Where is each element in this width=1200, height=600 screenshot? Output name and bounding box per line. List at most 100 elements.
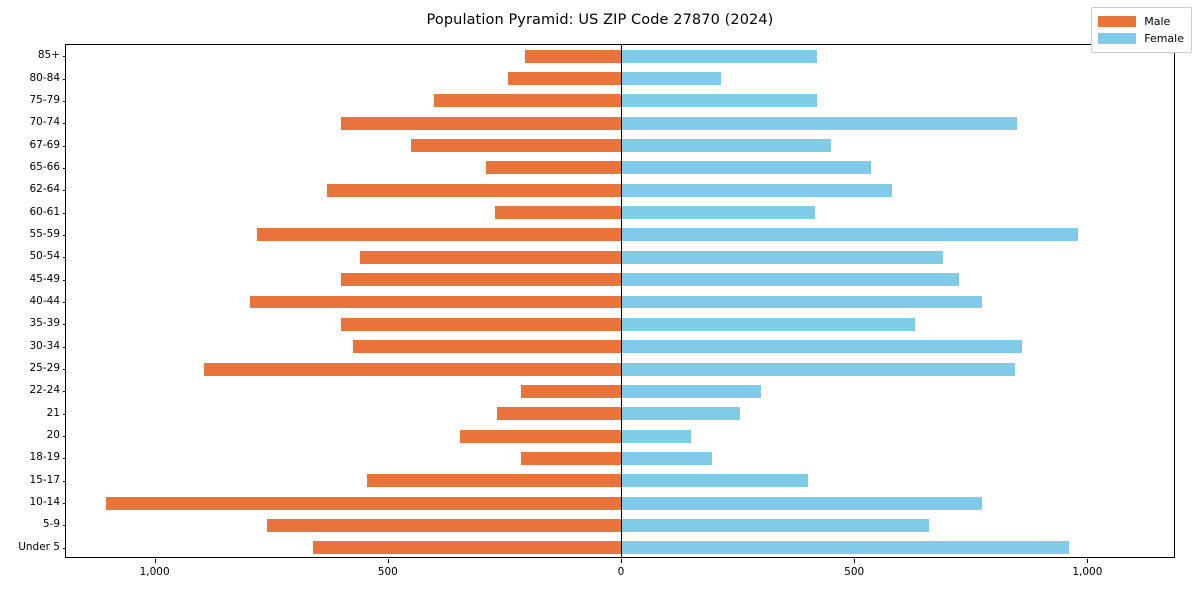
bar-row [66, 94, 1174, 108]
bar-female[interactable] [621, 228, 1079, 242]
bar-male[interactable] [266, 518, 621, 532]
bar-male[interactable] [485, 161, 621, 175]
bar-male[interactable] [327, 183, 621, 197]
y-axis-tick-label: 25-29 [29, 362, 60, 375]
y-axis-tick-mark [62, 391, 66, 393]
bar-male[interactable] [497, 407, 621, 421]
bar-male[interactable] [257, 228, 621, 242]
bar-female[interactable] [621, 474, 808, 488]
y-axis-tick-mark [62, 167, 66, 169]
y-axis-tick-label: 35-39 [29, 317, 60, 330]
y-axis-tick-mark [62, 458, 66, 460]
bar-male[interactable] [313, 541, 621, 555]
y-axis-tick-label: 5-9 [42, 518, 60, 531]
bar-female[interactable] [621, 206, 815, 220]
y-axis-tick-mark [62, 212, 66, 214]
bar-female[interactable] [621, 317, 915, 331]
bar-male[interactable] [250, 295, 621, 309]
bar-male[interactable] [525, 49, 621, 63]
y-axis-tick-label: 85+ [37, 49, 60, 62]
y-axis-tick-label: 60-61 [29, 205, 60, 218]
bar-female[interactable] [621, 139, 831, 153]
bar-row [66, 384, 1174, 398]
bar-female[interactable] [621, 518, 929, 532]
y-axis-tick-label: 18-19 [29, 451, 60, 464]
bar-female[interactable] [621, 340, 1023, 354]
y-axis-tick-label: 67-69 [29, 138, 60, 151]
bar-female[interactable] [621, 49, 817, 63]
x-axis-tick-mark [154, 559, 156, 563]
y-axis-tick-label: 50-54 [29, 250, 60, 263]
bar-female[interactable] [621, 116, 1018, 130]
legend-item-female[interactable]: Female [1098, 30, 1184, 47]
bar-male[interactable] [105, 496, 621, 510]
y-axis-tick-label: 40-44 [29, 295, 60, 307]
bar-female[interactable] [621, 183, 892, 197]
bar-row [66, 518, 1174, 532]
y-axis-tick-mark [62, 190, 66, 192]
bar-row [66, 541, 1174, 555]
y-axis-tick-label: 70-74 [29, 116, 60, 129]
bar-row [66, 72, 1174, 85]
bar-female[interactable] [621, 407, 740, 421]
y-axis-tick-mark [62, 547, 66, 549]
bar-male[interactable] [203, 362, 621, 376]
bar-female[interactable] [621, 161, 871, 175]
bar-male[interactable] [341, 317, 621, 331]
bar-row [66, 407, 1174, 421]
chart-legend: Male Female [1091, 7, 1192, 53]
bar-female[interactable] [621, 362, 1016, 376]
y-axis-tick-mark [62, 234, 66, 236]
bar-male[interactable] [434, 94, 621, 108]
x-axis-tick-label: 0 [617, 566, 625, 578]
y-axis-tick-label: 65-66 [29, 160, 60, 173]
y-axis-tick-mark [62, 257, 66, 259]
y-axis-tick-mark [62, 503, 66, 505]
bar-male[interactable] [508, 72, 621, 85]
y-axis-tick-mark [62, 369, 66, 371]
legend-item-male[interactable]: Male [1098, 13, 1184, 30]
bar-male[interactable] [495, 206, 621, 220]
bar-row [66, 362, 1174, 376]
bar-female[interactable] [621, 541, 1069, 555]
bar-female[interactable] [621, 496, 983, 510]
bar-row [66, 161, 1174, 175]
y-axis-tick-label: 80-84 [29, 71, 60, 84]
x-axis-tick-mark [387, 559, 389, 563]
bar-female[interactable] [621, 72, 722, 85]
bar-female[interactable] [621, 250, 943, 264]
bar-female[interactable] [621, 295, 983, 309]
bar-row [66, 250, 1174, 264]
bar-male[interactable] [341, 116, 621, 130]
bar-row [66, 228, 1174, 242]
bar-row [66, 49, 1174, 63]
bar-female[interactable] [621, 384, 761, 398]
bar-female[interactable] [621, 94, 817, 108]
bar-row [66, 116, 1174, 130]
chart-title: Population Pyramid: US ZIP Code 27870 (2… [426, 12, 774, 28]
bar-male[interactable] [341, 273, 621, 287]
bar-male[interactable] [411, 139, 621, 153]
bar-row [66, 451, 1174, 465]
y-axis-tick-mark [62, 346, 66, 348]
bar-row [66, 496, 1174, 510]
bar-male[interactable] [520, 384, 621, 398]
y-axis-tick-mark [62, 413, 66, 415]
y-axis-tick-label: 75-79 [29, 93, 60, 106]
x-axis-tick-label: 1,000 [139, 566, 170, 578]
x-axis-tick-mark [1087, 559, 1089, 563]
bar-male[interactable] [460, 429, 621, 443]
x-axis-tick-label: 1,000 [1072, 566, 1103, 578]
legend-label-male: Male [1144, 15, 1171, 28]
bar-female[interactable] [621, 451, 712, 465]
bar-male[interactable] [520, 451, 621, 465]
bar-male[interactable] [366, 474, 621, 488]
bar-row [66, 139, 1174, 153]
bar-male[interactable] [352, 340, 621, 354]
bar-female[interactable] [621, 273, 960, 287]
bar-female[interactable] [621, 429, 691, 443]
y-axis-tick-label: 45-49 [29, 272, 60, 285]
y-axis-tick-mark [62, 279, 66, 281]
bar-male[interactable] [359, 250, 621, 264]
